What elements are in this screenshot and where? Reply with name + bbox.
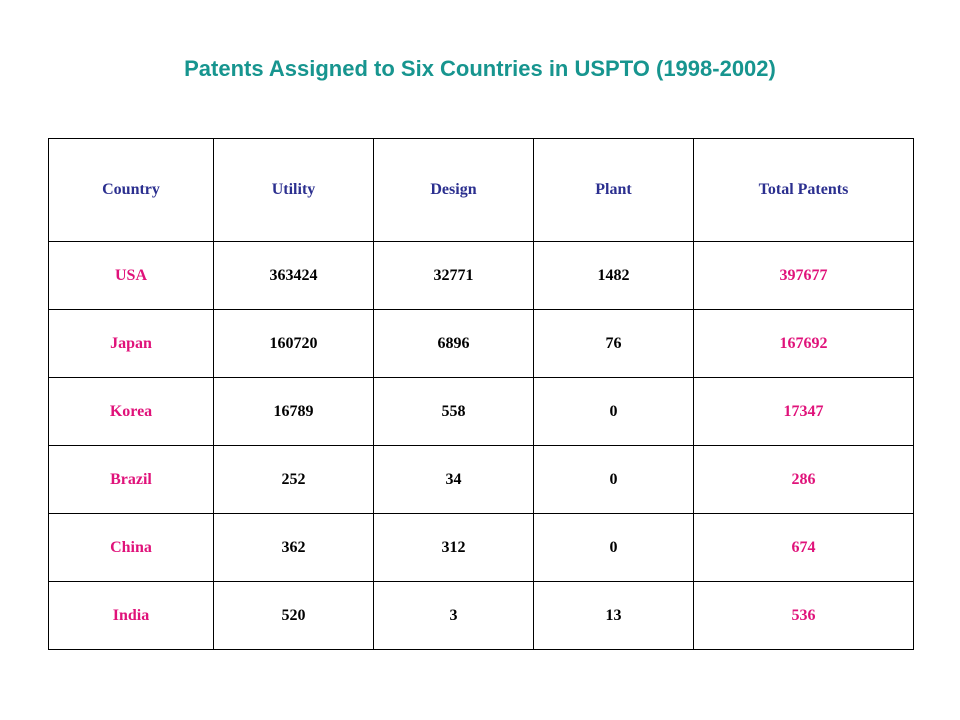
plant-cell: 1482	[533, 241, 694, 310]
design-cell: 34	[373, 445, 534, 514]
table-row: Brazil 252 34 0 286	[48, 445, 914, 514]
page-title: Patents Assigned to Six Countries in USP…	[184, 56, 776, 81]
total-cell: 286	[693, 445, 914, 514]
column-header-design: Design	[373, 138, 534, 242]
design-cell: 312	[373, 513, 534, 582]
country-cell: USA	[48, 241, 214, 310]
total-cell: 674	[693, 513, 914, 582]
column-header-total-patents: Total Patents	[693, 138, 914, 242]
country-cell: India	[48, 581, 214, 650]
plant-cell: 0	[533, 513, 694, 582]
utility-cell: 252	[213, 445, 374, 514]
utility-cell: 160720	[213, 309, 374, 378]
utility-cell: 362	[213, 513, 374, 582]
design-cell: 3	[373, 581, 534, 650]
plant-cell: 0	[533, 377, 694, 446]
plant-cell: 0	[533, 445, 694, 514]
country-cell: Korea	[48, 377, 214, 446]
patents-table: Country Utility Design Plant Total Paten…	[48, 138, 914, 650]
column-header-plant: Plant	[533, 138, 694, 242]
country-cell: China	[48, 513, 214, 582]
design-cell: 558	[373, 377, 534, 446]
utility-cell: 16789	[213, 377, 374, 446]
table-header-row: Country Utility Design Plant Total Paten…	[48, 138, 914, 242]
utility-cell: 520	[213, 581, 374, 650]
total-cell: 17347	[693, 377, 914, 446]
total-cell: 397677	[693, 241, 914, 310]
column-header-country: Country	[48, 138, 214, 242]
design-cell: 32771	[373, 241, 534, 310]
country-cell: Japan	[48, 309, 214, 378]
table-row: India 520 3 13 536	[48, 581, 914, 650]
plant-cell: 76	[533, 309, 694, 378]
column-header-utility: Utility	[213, 138, 374, 242]
country-cell: Brazil	[48, 445, 214, 514]
total-cell: 536	[693, 581, 914, 650]
design-cell: 6896	[373, 309, 534, 378]
total-cell: 167692	[693, 309, 914, 378]
table-row: USA 363424 32771 1482 397677	[48, 241, 914, 310]
table-row: Korea 16789 558 0 17347	[48, 377, 914, 446]
table-row: China 362 312 0 674	[48, 513, 914, 582]
table-row: Japan 160720 6896 76 167692	[48, 309, 914, 378]
utility-cell: 363424	[213, 241, 374, 310]
plant-cell: 13	[533, 581, 694, 650]
